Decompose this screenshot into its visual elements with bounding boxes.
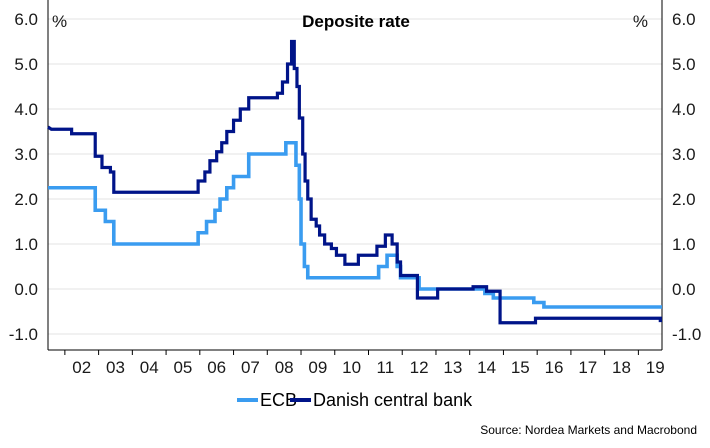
x-tick-labels: 02 03 04 05 06 07 08 09 10 11 12 13 14 15 16 17 18 19 [72,358,664,377]
y-tick-label-left: 0.0 [14,280,38,299]
y-tick-label-left: 4.0 [14,100,38,119]
y-tick-label-left: 5.0 [14,55,38,74]
x-tick-label: 13 [443,358,462,377]
source-note: Source: Nordea Markets and Macrobond [480,423,697,437]
legend-label-ecb: ECB [260,390,297,410]
y-tick-label-right: 5.0 [672,55,696,74]
y-tick-label-right: 2.0 [672,190,696,209]
x-tick-label: 03 [106,358,125,377]
x-tick-label: 16 [545,358,564,377]
x-tick-label: 14 [477,358,496,377]
series-lines [47,39,662,325]
y-tick-label-left: 1.0 [14,235,38,254]
series-line-danish-central-bank [47,39,662,325]
y-tick-label-left: 6.0 [14,10,38,29]
y-tick-label-right: 6.0 [672,10,696,29]
x-tick-label: 18 [612,358,631,377]
y-tick-label-left: 3.0 [14,145,38,164]
y-tick-label-right: 1.0 [672,235,696,254]
x-tick-label: 15 [511,358,530,377]
legend: ECB Danish central bank [237,390,473,410]
y-tick-label-right: 4.0 [672,100,696,119]
chart-title: Deposite rate [302,12,410,31]
y-tick-label-right: -1.0 [672,325,701,344]
x-tick-label: 08 [275,358,294,377]
y-tick-label-right: 0.0 [672,280,696,299]
x-tick-label: 06 [207,358,226,377]
y-tick-label-left: 2.0 [14,190,38,209]
x-tick-label: 05 [173,358,192,377]
x-tick-label: 11 [377,358,395,377]
left-y-tick-labels: 6.0 5.0 4.0 3.0 2.0 1.0 0.0 -1.0 [9,10,38,344]
series-line-ecb [48,140,662,309]
x-tick-label: 19 [646,358,665,377]
x-tick-label: 04 [140,358,159,377]
gridlines [48,18,662,335]
right-unit-label: % [633,12,648,31]
axes [47,0,663,355]
y-tick-label-left: -1.0 [9,325,38,344]
right-y-tick-labels: 6.0 5.0 4.0 3.0 2.0 1.0 0.0 -1.0 [672,10,701,344]
x-tick-label: 02 [72,358,91,377]
x-tick-label: 10 [342,358,361,377]
x-tick-label: 12 [410,358,429,377]
x-tick-label: 09 [308,358,327,377]
left-unit-label: % [52,12,67,31]
y-tick-label-right: 3.0 [672,145,696,164]
legend-label-danish-central-bank: Danish central bank [313,390,473,410]
x-tick-label: 07 [241,358,260,377]
x-tick-label: 17 [578,358,597,377]
